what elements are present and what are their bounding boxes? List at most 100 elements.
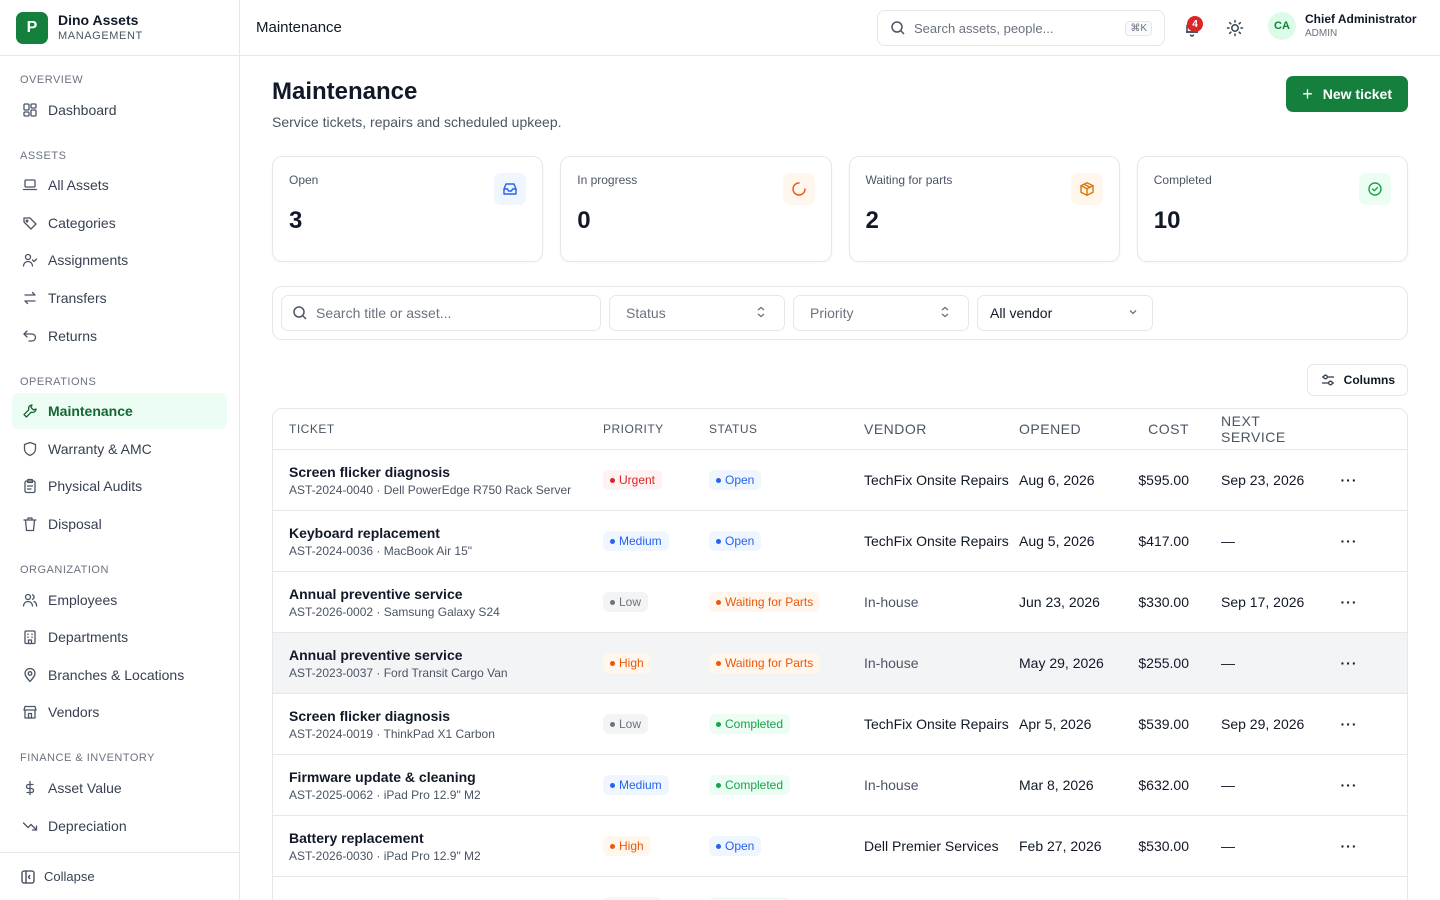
sidebar-item-label: Assignments <box>48 252 129 269</box>
sidebar-item-employees[interactable]: Employees <box>12 582 227 618</box>
ticket-cell[interactable]: Screen flicker diagnosis AST-2024-0040 · … <box>273 463 603 498</box>
columns-button[interactable]: Columns <box>1306 364 1408 396</box>
stat-card-open[interactable]: Open 3 <box>272 156 544 262</box>
nav-section-finance-and-inventory: FINANCE & INVENTORY <box>20 752 156 765</box>
sidebar-item-warranty-and-amc[interactable]: Warranty & AMC <box>12 431 227 467</box>
row-actions-button[interactable]: ··· <box>1340 594 1358 610</box>
new-ticket-button[interactable]: + New ticket <box>1286 76 1408 112</box>
status-filter-label: Status <box>626 305 666 321</box>
sidebar-item-categories[interactable]: Categories <box>12 205 227 241</box>
stat-value: 2 <box>865 207 879 234</box>
ticket-asset: AST-2024-0019 · ThinkPad X1 Carbon <box>289 726 495 741</box>
table-row[interactable]: Annual preventive service AST-2023-0037 ·… <box>273 633 1407 694</box>
column-header-vendor[interactable]: VENDOR <box>864 421 927 437</box>
vendor-filter[interactable]: All vendor <box>977 295 1153 331</box>
sidebar-item-departments[interactable]: Departments <box>12 619 227 655</box>
column-header-ticket[interactable]: TICKET <box>289 422 335 436</box>
table-row[interactable]: Battery replacement AST-2026-0030 · iPad … <box>273 816 1407 877</box>
users-icon <box>22 592 38 608</box>
column-header-status[interactable]: STATUS <box>709 422 758 436</box>
user-menu[interactable]: CA Chief Administrator ADMIN <box>1268 12 1417 40</box>
priority-badge: Medium <box>603 775 669 796</box>
search-shortcut: ⌘K <box>1125 20 1152 36</box>
sidebar-item-transfers[interactable]: Transfers <box>12 280 227 316</box>
priority-label: Medium <box>619 778 662 793</box>
ticket-cell[interactable]: Annual preventive service AST-2023-0037 ·… <box>273 646 603 681</box>
sidebar-item-depreciation[interactable]: Depreciation <box>12 808 227 844</box>
column-header-priority[interactable]: PRIORITY <box>603 422 664 436</box>
stat-value: 10 <box>1153 207 1181 234</box>
status-badge: Waiting for Parts <box>709 653 821 674</box>
ticket-cell[interactable]: Screen flicker diagnosis AST-2024-0019 · … <box>273 707 603 742</box>
column-header-opened[interactable]: OPENED <box>1019 421 1082 437</box>
ticket-cell[interactable]: Annual preventive service AST-2026-0002 ·… <box>273 585 603 620</box>
undo-icon <box>22 328 38 344</box>
ticket-title: Annual preventive service <box>289 646 463 663</box>
ticket-title: Fan bearing replacement <box>289 898 603 900</box>
table-row[interactable]: Keyboard replacement AST-2024-0036 · MacB… <box>273 511 1407 572</box>
brand[interactable]: P Dino Assets MANAGEMENT <box>0 0 239 56</box>
table-row[interactable]: Firmware update & cleaning AST-2025-0062 … <box>273 755 1407 816</box>
ticket-cell[interactable]: Firmware update & cleaning AST-2025-0062 … <box>273 768 603 803</box>
priority-label: Low <box>619 717 642 732</box>
sidebar-item-dashboard[interactable]: Dashboard <box>12 92 227 128</box>
avatar: CA <box>1268 12 1296 40</box>
ticket-cell[interactable]: Battery replacement AST-2026-0030 · iPad … <box>273 829 603 864</box>
ticket-cell[interactable]: Keyboard replacement AST-2024-0036 · MacB… <box>273 524 603 559</box>
column-header-next-service[interactable]: NEXT SERVICE <box>1221 413 1286 445</box>
ticket-asset: AST-2025-0062 · iPad Pro 12.9" M2 <box>289 787 481 802</box>
notification-badge: 4 <box>1187 16 1203 32</box>
table-row[interactable]: Annual preventive service AST-2026-0002 ·… <box>273 572 1407 633</box>
sidebar-item-label: All Assets <box>48 177 109 194</box>
status-filter[interactable]: Status <box>609 295 785 331</box>
ticket-asset: AST-2023-0037 · Ford Transit Cargo Van <box>289 665 508 680</box>
maintenance-table: TICKET PRIORITY STATUS VENDOR OPENED COST NEXT… <box>272 408 1408 900</box>
collapse-button[interactable]: Collapse <box>0 852 239 900</box>
row-actions-button[interactable]: ··· <box>1340 716 1358 732</box>
store-icon <box>22 704 38 720</box>
priority-filter[interactable]: Priority <box>793 295 969 331</box>
opened-cell: Mar 8, 2026 <box>1019 777 1094 793</box>
ticket-search-input[interactable]: Search title or asset... <box>281 295 601 331</box>
row-actions-button[interactable]: ··· <box>1340 655 1358 671</box>
arrows-icon <box>22 290 38 306</box>
dollar-icon <box>22 780 38 796</box>
sidebar-item-disposal[interactable]: Disposal <box>12 506 227 542</box>
sidebar-item-all-assets[interactable]: All Assets <box>12 167 227 203</box>
filter-bar: Search title or asset... Status Priority… <box>272 286 1408 340</box>
sidebar-item-returns[interactable]: Returns <box>12 318 227 354</box>
stat-card-completed[interactable]: Completed 10 <box>1136 156 1408 262</box>
sidebar-item-maintenance[interactable]: Maintenance <box>12 393 227 430</box>
vendor-cell: Dell Premier Services <box>864 838 999 854</box>
sidebar-item-vendors[interactable]: Vendors <box>12 694 227 730</box>
table-row[interactable]: Screen flicker diagnosis AST-2024-0040 · … <box>273 450 1407 511</box>
status-label: Open <box>725 839 755 854</box>
stat-card-in-progress[interactable]: In progress 0 <box>560 156 832 262</box>
sidebar-item-assignments[interactable]: Assignments <box>12 242 227 278</box>
theme-toggle-icon[interactable] <box>1225 18 1245 38</box>
priority-badge: Medium <box>603 531 669 552</box>
table-row[interactable]: Fan bearing replacementUrgentCompletedDe… <box>273 877 1407 900</box>
search-icon <box>890 20 906 36</box>
row-actions-button[interactable]: ··· <box>1340 472 1358 488</box>
status-badge: Completed <box>709 775 791 796</box>
row-actions-button[interactable]: ··· <box>1340 777 1358 793</box>
row-actions-button[interactable]: ··· <box>1340 838 1358 854</box>
row-actions-button[interactable]: ··· <box>1340 533 1358 549</box>
column-header-cost[interactable]: COST <box>1148 421 1189 437</box>
tags-icon <box>22 215 38 231</box>
sidebar-item-physical-audits[interactable]: Physical Audits <box>12 468 227 504</box>
ticket-title: Keyboard replacement <box>289 524 440 541</box>
table-row[interactable]: Screen flicker diagnosis AST-2024-0019 · … <box>273 694 1407 755</box>
nav-section-assets: ASSETS <box>20 149 67 162</box>
global-search-input[interactable]: Search assets, people... ⌘K <box>877 10 1165 46</box>
status-label: Open <box>725 473 755 488</box>
sidebar-item-label: Physical Audits <box>48 478 143 495</box>
sidebar-item-branches-and-locations[interactable]: Branches & Locations <box>12 657 227 693</box>
priority-label: Low <box>619 595 642 610</box>
ticket-asset: AST-2026-0002 · Samsung Galaxy S24 <box>289 604 500 619</box>
status-badge: Open <box>709 470 762 491</box>
ticket-cell[interactable]: Fan bearing replacement <box>273 898 603 900</box>
stat-card-waiting-for-parts[interactable]: Waiting for parts 2 <box>848 156 1120 262</box>
sidebar-item-asset-value[interactable]: Asset Value <box>12 770 227 806</box>
